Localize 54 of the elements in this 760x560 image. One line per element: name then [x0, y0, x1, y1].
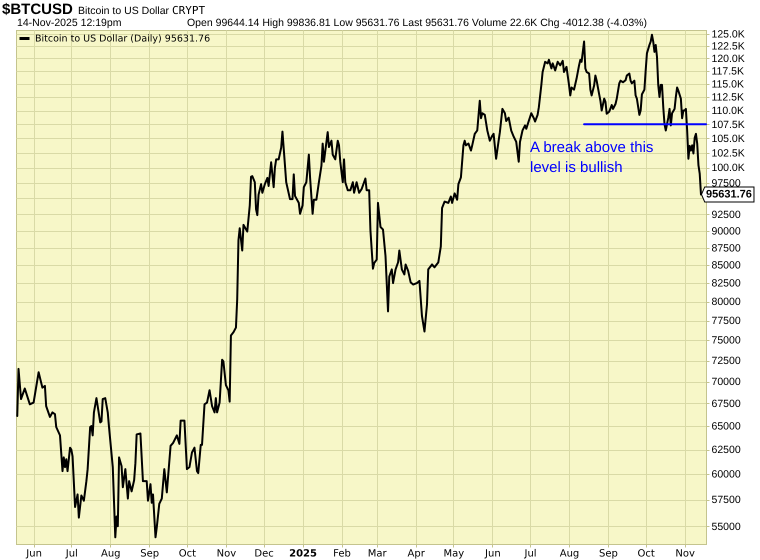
y-tick-label: 62500 — [712, 444, 741, 456]
x-tick-label: Aug — [560, 548, 580, 560]
y-tick-label: 87500 — [712, 242, 741, 254]
x-tick-label: Jul — [524, 548, 537, 560]
x-tick-label: Oct — [178, 548, 196, 560]
y-tick-label: 75000 — [712, 334, 741, 347]
y-tick-label: 117.5K — [712, 65, 744, 78]
y-tick-label: 97500 — [712, 177, 741, 190]
legend-label: Bitcoin to US Dollar (Daily) 95631.76 — [35, 34, 210, 44]
y-tick-label: 82500 — [712, 278, 741, 290]
text: Open 99644.14 High 99836.81 Low 95631.76 Last 95631.76 Volume 22.6K Chg -4012.38 (-4.03%) — [187, 17, 648, 29]
x-tick-label: 2025 — [289, 548, 318, 560]
x-tick-label: Jun — [25, 548, 42, 560]
x-tick-label: Nov — [216, 548, 236, 560]
y-tick-label: 85000 — [712, 260, 741, 272]
y-tick-label: 57500 — [712, 494, 741, 506]
y-tick-label: 100.0K — [712, 162, 745, 174]
x-tick-label: Jun — [484, 548, 501, 560]
y-tick-label: 105.0K — [712, 132, 745, 145]
y-tick-label: 110.0K — [712, 105, 744, 118]
y-tick-label: 112.5K — [712, 92, 744, 104]
chart-title: $BTCUSD — [2, 1, 74, 18]
y-tick-label: 115.0K — [712, 78, 744, 90]
x-tick-label: May — [444, 548, 464, 560]
y-tick-label: 60000 — [712, 468, 741, 481]
annotation: 95631.76 — [706, 188, 752, 200]
y-tick-label: 67500 — [712, 398, 741, 410]
x-tick-label: Mar — [368, 548, 388, 560]
y-tick-label: 122.5K — [712, 40, 745, 52]
y-tick-label: 70000 — [712, 376, 741, 388]
x-tick-label: Dec — [254, 548, 274, 560]
x-tick-label: Aug — [100, 548, 121, 560]
x-tick-label: Oct — [638, 548, 655, 560]
chart-subtitle: Bitcoin to US Dollar — [78, 5, 170, 17]
y-tick-label: 102.5K — [712, 147, 745, 160]
y-tick-label: 72500 — [712, 355, 741, 368]
text: 14-Nov-2025 12:19pm — [17, 17, 122, 29]
y-tick-label: 120.0K — [712, 52, 745, 65]
y-tick-label: 65000 — [712, 420, 741, 433]
x-tick-label: Apr — [408, 548, 426, 560]
y-tick-label: 80000 — [712, 296, 741, 308]
x-tick-label: Sep — [599, 548, 618, 560]
x-tick-label: Feb — [333, 548, 351, 560]
y-tick-label: 55000 — [712, 520, 741, 533]
y-tick-label: 107.5K — [712, 118, 745, 131]
x-tick-label: Sep — [140, 548, 160, 560]
x-tick-label: Jul — [64, 548, 78, 560]
y-tick-label: 90000 — [712, 225, 741, 238]
annotation: A break above this level is bullish — [530, 139, 654, 176]
y-tick-label: 125.0K — [712, 28, 745, 40]
y-tick-label: 92500 — [712, 208, 741, 221]
x-tick-label: Nov — [675, 548, 695, 560]
text: CRYPT — [172, 4, 206, 17]
y-tick-label: 77500 — [712, 315, 741, 328]
